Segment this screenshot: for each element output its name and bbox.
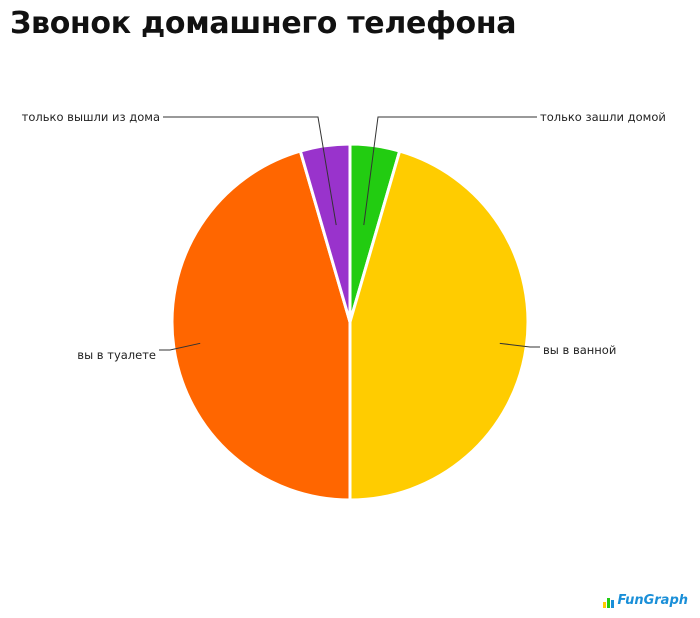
slice-label: только зашли домой	[540, 110, 666, 124]
pie-slice	[170, 149, 352, 502]
pie-slice	[348, 149, 530, 502]
leader-line	[163, 116, 337, 226]
slice-label: только вышли из дома	[22, 110, 160, 124]
leader-line	[363, 116, 537, 226]
logo-text: FunGraph	[617, 593, 688, 608]
logo-bars-icon	[603, 598, 615, 608]
chart-title: Звонок домашнего телефона	[10, 6, 517, 41]
pie-slice	[298, 142, 352, 324]
slice-label: вы в ванной	[543, 343, 616, 357]
leader-line	[159, 342, 201, 351]
slice-label: вы в туалете	[77, 348, 156, 362]
leader-line	[499, 342, 540, 348]
fungraph-logo: FunGraph	[603, 593, 688, 608]
